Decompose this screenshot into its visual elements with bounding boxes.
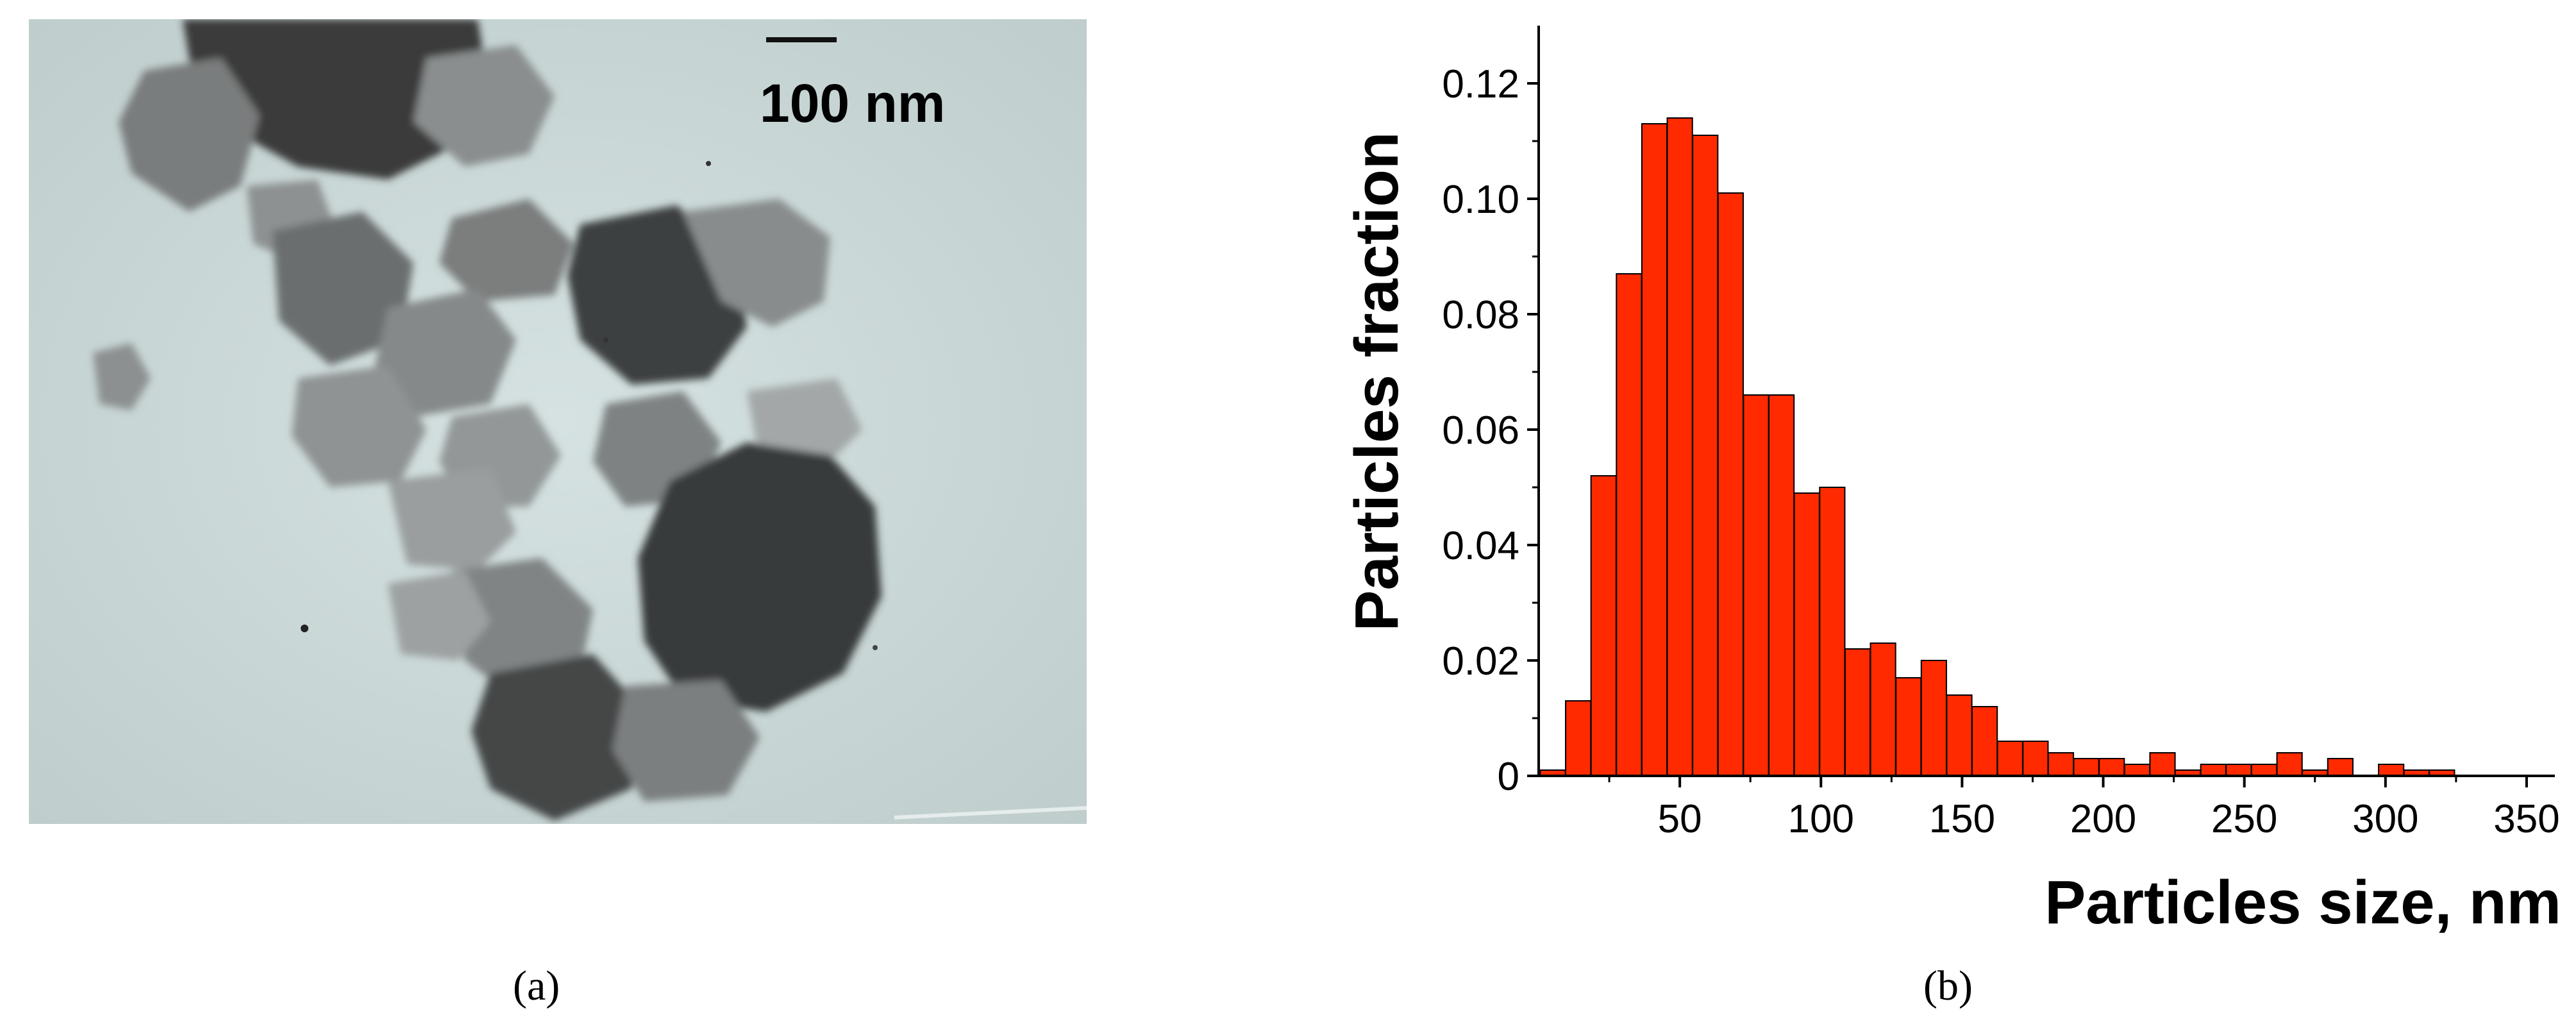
histogram-bar xyxy=(1641,123,1668,777)
bars-layer xyxy=(1539,117,2455,777)
tem-micrograph: 100 nm xyxy=(29,19,1087,824)
histogram-bar xyxy=(2022,741,2049,777)
y-tick-label: 0 xyxy=(1498,755,1519,799)
y-tick-label: 0.02 xyxy=(1442,639,1519,684)
histogram-bar xyxy=(2200,764,2227,777)
x-tick-label: 250 xyxy=(2211,797,2277,841)
histogram-bar xyxy=(2327,758,2354,777)
y-tick-label: 0.06 xyxy=(1442,408,1519,453)
y-ticks: 0 0.02 0.04 0.06 0.08 0.10 0.12 xyxy=(1442,62,1539,799)
x-tick-label: 150 xyxy=(1929,797,1995,841)
particle-size-histogram: 0 0.02 0.04 0.06 0.08 0.10 0.12 50 100 150 200 250… xyxy=(1342,26,2561,937)
x-tick-label: 300 xyxy=(2352,797,2418,841)
histogram-bar xyxy=(1768,394,1795,777)
histogram-bar xyxy=(1869,642,1896,777)
histogram-bar xyxy=(1692,135,1719,777)
x-axis-title: Particles size, nm xyxy=(2045,868,2561,937)
y-tick-label: 0.12 xyxy=(1442,62,1519,106)
histogram-bar xyxy=(2073,758,2100,777)
scale-bar-label: 100 nm xyxy=(760,73,946,133)
tem-micrograph-image: 100 nm xyxy=(29,19,1087,824)
histogram-bar xyxy=(2047,752,2075,777)
panel-label-b: (b) xyxy=(1923,962,1973,1009)
histogram-bar xyxy=(2123,764,2150,777)
histogram-bar xyxy=(2225,764,2252,777)
x-tick-label: 50 xyxy=(1658,797,1702,841)
y-tick-label: 0.08 xyxy=(1442,293,1519,337)
histogram-bar xyxy=(1844,648,1871,777)
histogram-panel: 0 0.02 0.04 0.06 0.08 0.10 0.12 50 100 150 200 250… xyxy=(1314,0,2576,949)
histogram-bar xyxy=(1666,117,1693,777)
histogram-bar xyxy=(2250,764,2278,777)
histogram-bar xyxy=(2378,764,2405,777)
histogram-bar xyxy=(1996,741,2023,777)
histogram-bar xyxy=(1920,660,1947,777)
histogram-bar xyxy=(2098,758,2125,777)
histogram-bar xyxy=(2276,752,2303,777)
histogram-bar xyxy=(1743,394,1769,777)
histogram-bar xyxy=(1971,706,1998,777)
histogram-bar xyxy=(1819,487,1846,777)
histogram-bar xyxy=(1793,492,1820,777)
histogram-bar xyxy=(1717,192,1744,777)
panel-label-a: (a) xyxy=(513,962,560,1009)
histogram-bar xyxy=(1895,677,1922,777)
y-tick-label: 0.10 xyxy=(1442,178,1519,222)
y-tick-label: 0.04 xyxy=(1442,524,1519,568)
histogram-bar xyxy=(1565,700,1592,777)
x-tick-label: 100 xyxy=(1788,797,1854,841)
scale-bar xyxy=(766,37,837,42)
x-tick-label: 350 xyxy=(2493,797,2559,841)
histogram-bar xyxy=(1616,273,1643,777)
histogram-bar xyxy=(2149,752,2176,777)
panel-a: 100 nm (a) xyxy=(0,0,1128,1009)
histogram-bar xyxy=(1590,475,1617,777)
x-ticks: 50 100 150 200 250 300 350 xyxy=(1608,776,2560,841)
histogram-bar xyxy=(1946,694,1973,777)
y-axis-title: Particles fraction xyxy=(1342,132,1411,632)
x-tick-label: 200 xyxy=(2070,797,2136,841)
